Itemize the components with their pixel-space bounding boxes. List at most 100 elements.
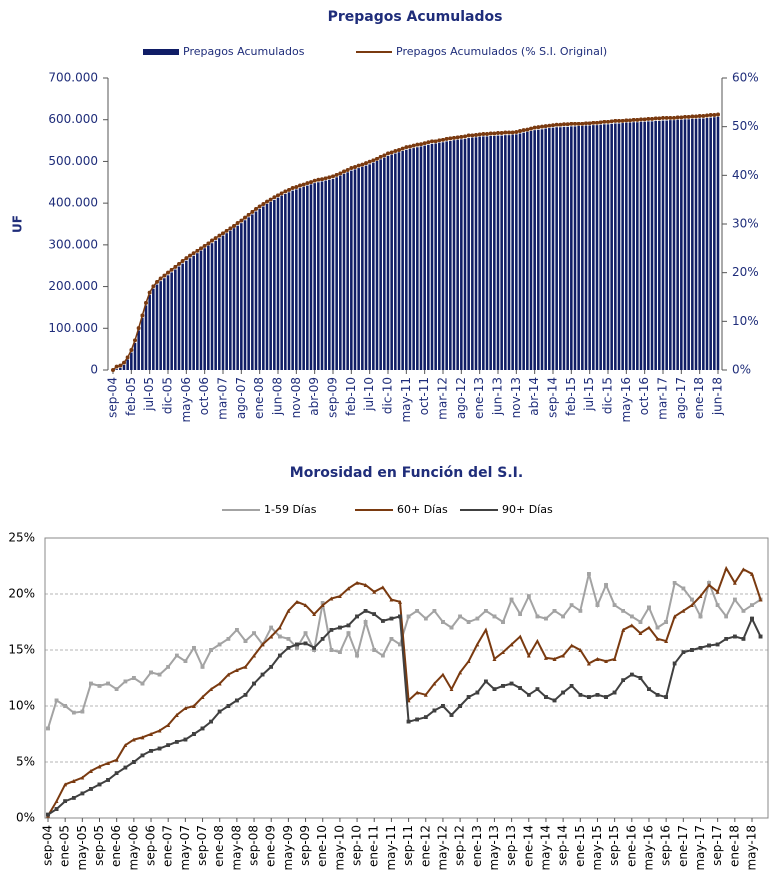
bar <box>632 122 635 371</box>
bar <box>507 135 511 370</box>
x-tick-label: may-09 <box>281 825 295 871</box>
bar <box>588 125 591 370</box>
bar <box>324 180 327 370</box>
bar <box>702 118 705 370</box>
bar <box>592 125 595 370</box>
y-tick-label: 500.000 <box>48 154 98 168</box>
x-tick-label: ene-11 <box>367 825 381 867</box>
bar <box>258 208 261 370</box>
bar <box>694 118 698 370</box>
bar <box>445 141 448 370</box>
bar <box>691 118 694 370</box>
bar <box>562 126 566 370</box>
chart-title: Prepagos Acumulados <box>328 9 503 25</box>
bar <box>405 149 408 370</box>
bar <box>511 134 514 370</box>
y-axis-label: UF <box>11 215 25 233</box>
x-tick-label: sep-17 <box>710 825 724 866</box>
y2-tick-label: 40% <box>732 168 759 182</box>
x-tick-label: sep-08 <box>247 825 261 866</box>
x-tick-label: abr-09 <box>307 377 321 416</box>
y-tick-label: 25% <box>8 531 35 545</box>
x-tick-label: jul-10 <box>362 377 376 412</box>
x-tick-label: may-12 <box>435 825 449 871</box>
x-tick-label: may-11 <box>384 825 398 871</box>
bar <box>515 134 518 370</box>
bar <box>489 135 492 370</box>
bar <box>599 124 602 370</box>
x-tick-label: abr-14 <box>527 377 541 416</box>
x-tick-label: may-13 <box>487 825 501 871</box>
bar <box>467 138 470 370</box>
x-tick-label: ene-08 <box>212 825 226 867</box>
x-tick-label: jun-08 <box>271 377 285 416</box>
bar <box>441 142 445 370</box>
x-tick-label: ene-10 <box>315 825 329 867</box>
bar <box>661 120 665 370</box>
bar <box>676 119 679 370</box>
bar <box>474 137 478 370</box>
bar <box>716 116 720 371</box>
bar <box>203 248 206 370</box>
x-tick-label: sep-14 <box>546 377 560 418</box>
x-tick-label: dic-15 <box>601 377 615 414</box>
x-tick-label: may-08 <box>229 825 243 871</box>
y-tick-label: 600.000 <box>48 112 98 126</box>
bar <box>397 152 401 370</box>
bar <box>482 136 485 370</box>
bar <box>526 131 529 370</box>
bar <box>485 136 489 370</box>
y-tick-label: 700.000 <box>48 71 98 85</box>
x-tick-label: may-15 <box>590 825 604 871</box>
x-tick-label: ene-18 <box>692 377 706 419</box>
x-tick-label: ene-05 <box>58 825 72 867</box>
x-tick-label: sep-04 <box>41 825 55 866</box>
x-tick-label: mar-17 <box>656 377 670 420</box>
bar <box>449 140 452 370</box>
y-tick-label: 0% <box>16 811 35 825</box>
bar <box>166 275 170 370</box>
bar <box>654 120 657 370</box>
legend-label: 1-59 Días <box>264 503 317 516</box>
bar <box>709 117 712 370</box>
bar <box>137 330 140 370</box>
bar <box>317 182 320 370</box>
bar <box>555 127 558 370</box>
bar <box>625 122 628 371</box>
bar <box>236 225 239 370</box>
bar <box>342 173 346 370</box>
y2-tick-label: 50% <box>732 119 759 133</box>
bar <box>416 147 419 370</box>
bar <box>412 148 415 370</box>
x-tick-label: ene-06 <box>109 825 123 867</box>
x-tick-label: may-18 <box>745 825 759 871</box>
bar <box>214 240 217 370</box>
bar <box>383 157 386 370</box>
bar <box>672 120 676 370</box>
bar <box>372 162 375 370</box>
bar <box>309 184 313 370</box>
bar <box>287 192 291 370</box>
bar <box>573 126 577 370</box>
x-tick-label: sep-09 <box>326 377 340 418</box>
bar <box>148 294 151 370</box>
y2-tick-label: 0% <box>732 363 751 377</box>
y2-tick-label: 60% <box>732 71 759 85</box>
y-tick-label: 200.000 <box>48 279 98 293</box>
bar <box>401 151 404 370</box>
x-tick-label: sep-15 <box>607 825 621 866</box>
bar <box>155 284 159 370</box>
bar <box>361 166 364 370</box>
bar <box>335 177 338 370</box>
y-tick-label: 100.000 <box>48 321 98 335</box>
x-tick-label: mar-07 <box>216 377 230 420</box>
x-tick-label: may-06 <box>179 377 193 423</box>
x-tick-label: may-16 <box>641 825 655 871</box>
bar <box>463 138 467 370</box>
x-tick-label: may-14 <box>538 825 552 871</box>
y-tick-label: 5% <box>16 755 35 769</box>
x-tick-label: ene-17 <box>676 825 690 867</box>
bar <box>339 175 342 370</box>
chart-panel: Morosidad en Función del S.I. 0% 5% 10% 15% 2… <box>8 465 769 871</box>
bar <box>328 179 331 370</box>
